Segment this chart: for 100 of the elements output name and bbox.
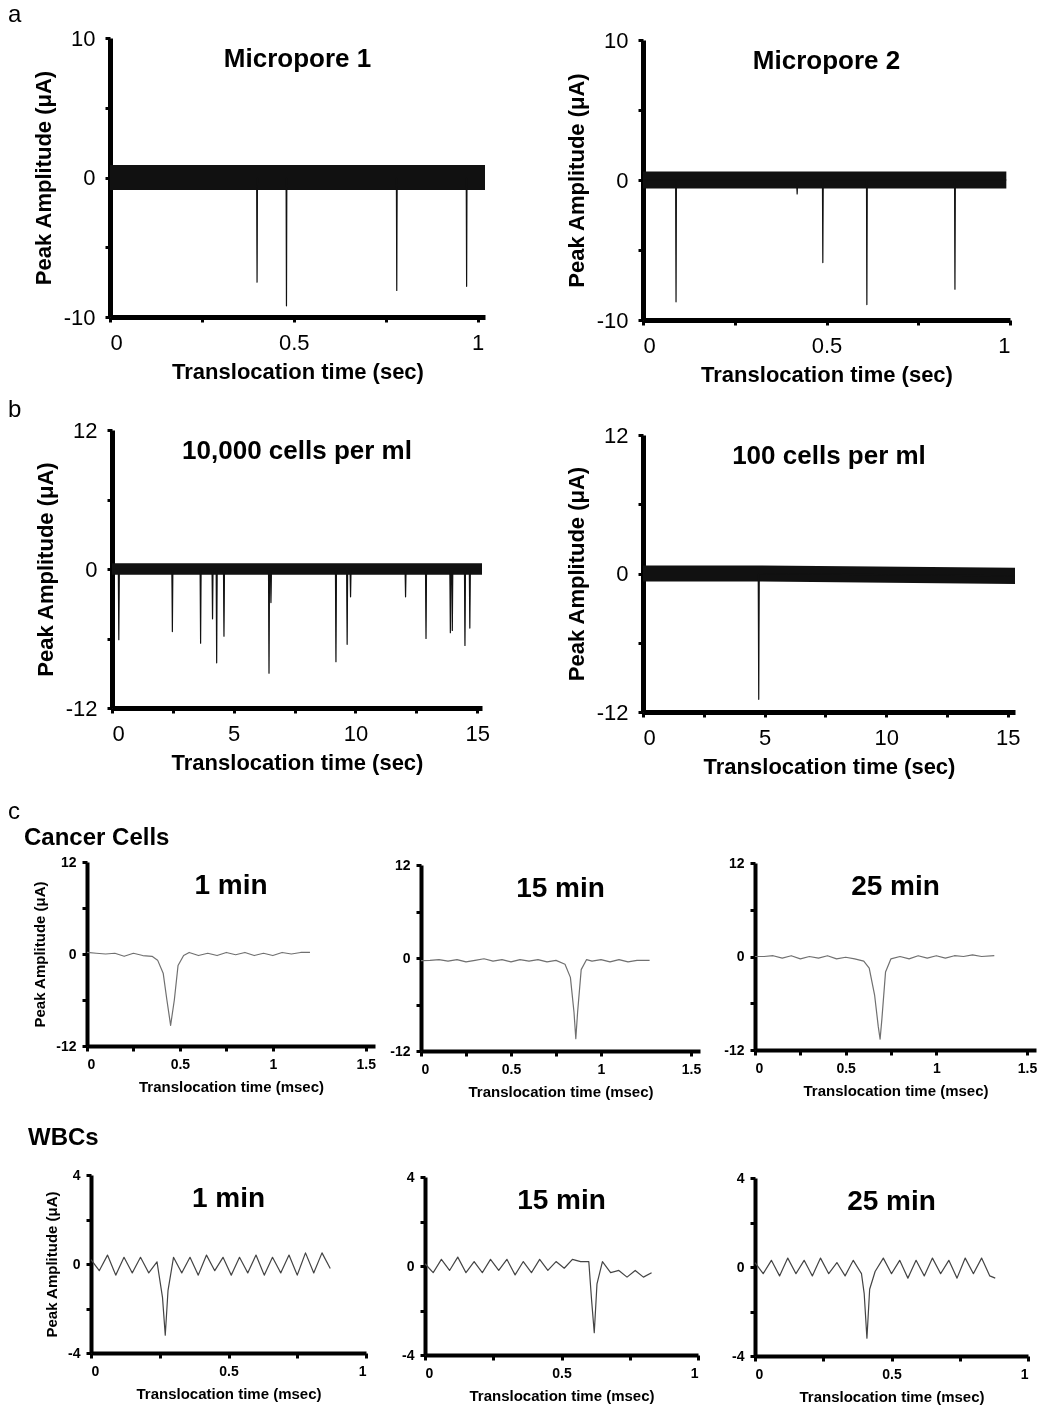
line-series — [754, 1257, 996, 1339]
x-axis-title: Translocation time (msec) — [468, 1082, 654, 1100]
y-tick-label: -10 — [63, 304, 96, 330]
x-tick-label: 1 — [597, 1060, 606, 1077]
x-tick-label: 1 — [998, 332, 1011, 358]
line-series — [420, 958, 651, 1040]
y-tick-label: 0 — [736, 1258, 745, 1275]
x-tick-label: 0 — [643, 724, 656, 750]
y-tick-label: 10 — [604, 27, 629, 53]
x-tick-label: 0 — [755, 1365, 764, 1382]
x-tick-label: 1 — [472, 329, 485, 355]
y-tick-label: 10 — [71, 25, 96, 51]
text: WBCs — [28, 1123, 99, 1151]
x-axis-title: Translocation time (sec) — [701, 361, 953, 387]
y-tick-label: -4 — [68, 1344, 81, 1361]
text: b — [8, 395, 22, 423]
chart-title: Micropore 2 — [752, 45, 901, 75]
y-axis-title: Peak Amplitude (μA) — [31, 881, 49, 1028]
y-tick-label: 12 — [394, 856, 411, 873]
x-axis-title: Translocation time (msec) — [799, 1387, 985, 1405]
x-tick-label: 0 — [110, 329, 123, 355]
y-tick-label: 0 — [616, 561, 629, 586]
x-tick-label: 1 — [932, 1059, 941, 1076]
y-axis-title: Peak Amplitude (μA) — [30, 70, 56, 286]
x-axis-title: Translocation time (sec) — [172, 358, 424, 384]
y-tick-label: 4 — [406, 1168, 415, 1185]
y-axis-title: Peak Amplitude (μA) — [43, 1191, 61, 1338]
y-tick-label: 0 — [616, 167, 629, 193]
y-axis-title: Peak Amplitude (μA) — [563, 73, 589, 288]
text: a — [8, 0, 22, 28]
text: c — [8, 797, 20, 825]
x-tick-label: 10 — [343, 720, 369, 746]
x-axis-title: Translocation time (msec) — [803, 1081, 989, 1099]
x-tick-label: 0.5 — [836, 1059, 857, 1076]
chart-title: 1 min — [194, 869, 268, 900]
y-tick-label: -12 — [724, 1041, 745, 1058]
chart-title: 1 min — [191, 1182, 266, 1213]
x-tick-label: 0.5 — [501, 1060, 522, 1077]
y-axis-title: Peak Amplitude (μA) — [563, 466, 589, 682]
y-tick-label: -12 — [596, 699, 629, 725]
x-tick-label: 1.5 — [681, 1060, 702, 1077]
y-tick-label: 0 — [736, 948, 745, 964]
x-axis-title: Translocation time (sec) — [703, 753, 956, 779]
y-tick-label: -10 — [596, 307, 629, 333]
line-series — [86, 951, 311, 1026]
x-tick-label: 1.5 — [1017, 1059, 1038, 1076]
x-tick-label: 0.5 — [811, 332, 843, 358]
x-tick-label: 0 — [421, 1060, 430, 1077]
y-tick-label: -4 — [402, 1346, 415, 1363]
x-tick-label: 0.5 — [219, 1362, 239, 1379]
x-tick-label: 5 — [758, 724, 772, 750]
x-tick-label: 0.5 — [882, 1365, 902, 1382]
x-tick-label: 0 — [643, 332, 656, 358]
x-tick-label: 1 — [358, 1362, 367, 1379]
y-tick-label: 4 — [736, 1169, 745, 1186]
y-axis-title: Peak Amplitude (μA) — [32, 462, 58, 677]
chart-title: 25 min — [851, 870, 940, 901]
line-series — [424, 1256, 653, 1334]
y-tick-label: 12 — [604, 422, 629, 448]
chart-title: 25 min — [847, 1185, 936, 1216]
chart-title: 15 min — [517, 1184, 606, 1215]
y-tick-label: 0 — [402, 949, 411, 966]
y-tick-label: 0 — [72, 1255, 81, 1272]
y-tick-label: -12 — [390, 1042, 411, 1059]
x-tick-label: 0 — [112, 720, 125, 746]
chart-title: 100 cells per ml — [732, 440, 926, 470]
line-series — [90, 1252, 331, 1336]
chart-title: 15 min — [516, 872, 605, 903]
y-tick-label: -12 — [65, 695, 98, 721]
y-tick-label: 4 — [72, 1166, 81, 1183]
x-tick-label: 1 — [690, 1364, 699, 1381]
y-tick-label: 0 — [406, 1257, 415, 1274]
chart-title: Micropore 1 — [223, 43, 372, 73]
x-tick-label: 1 — [1020, 1365, 1029, 1382]
x-tick-label: 15 — [465, 720, 490, 746]
x-axis-title: Translocation time (msec) — [136, 1384, 322, 1402]
y-tick-label: -4 — [732, 1347, 745, 1364]
x-tick-label: 1 — [269, 1055, 278, 1072]
y-tick-label: 0 — [83, 165, 96, 190]
x-tick-label: 1.5 — [356, 1055, 377, 1072]
x-axis-title: Translocation time (sec) — [171, 749, 424, 775]
x-tick-label: 0 — [755, 1059, 764, 1076]
chart-title: 10,000 cells per ml — [182, 435, 412, 465]
x-tick-label: 0.5 — [279, 329, 310, 355]
x-axis-title: Translocation time (msec) — [469, 1386, 655, 1404]
x-tick-label: 15 — [995, 724, 1021, 750]
y-tick-label: 0 — [68, 945, 77, 962]
x-tick-label: 0.5 — [170, 1055, 191, 1072]
line-series — [754, 954, 995, 1040]
y-tick-label: -12 — [56, 1037, 77, 1054]
y-tick-label: 12 — [73, 417, 98, 443]
y-tick-label: 0 — [85, 556, 98, 582]
text: Cancer Cells — [24, 823, 170, 851]
x-tick-label: 0 — [425, 1364, 434, 1381]
x-tick-label: 10 — [874, 724, 899, 750]
y-tick-label: 12 — [728, 854, 745, 871]
y-tick-label: 12 — [60, 853, 77, 870]
x-axis-title: Translocation time (msec) — [138, 1077, 325, 1095]
x-tick-label: 0.5 — [552, 1364, 572, 1381]
x-tick-label: 5 — [228, 720, 241, 746]
